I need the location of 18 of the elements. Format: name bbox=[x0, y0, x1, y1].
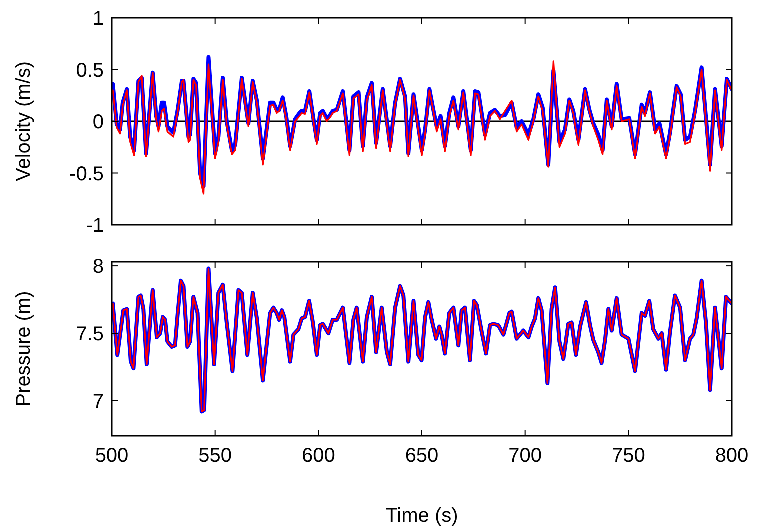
x-tick-label: 700 bbox=[508, 445, 542, 467]
x-tick-label: 650 bbox=[405, 445, 439, 467]
y-axis-title: Velocity (m/s) bbox=[13, 61, 35, 182]
y-tick-label: 7 bbox=[92, 390, 104, 413]
x-tick-label: 600 bbox=[302, 445, 336, 467]
y-tick-label: 1 bbox=[92, 8, 104, 30]
y-tick-label: -1 bbox=[86, 215, 104, 237]
x-tick-label: 800 bbox=[715, 445, 749, 467]
x-tick-label: 750 bbox=[612, 445, 646, 467]
y-tick-label: 8 bbox=[92, 256, 104, 278]
x-tick-label: 550 bbox=[198, 445, 232, 467]
x-axis-title: Time (s) bbox=[386, 505, 458, 527]
y-tick-label: 0.5 bbox=[76, 60, 104, 82]
x-tick-label: 500 bbox=[95, 445, 129, 467]
y-tick-label: -0.5 bbox=[70, 163, 104, 186]
y-tick-label: 0 bbox=[92, 112, 104, 134]
y-tick-label: 7.5 bbox=[76, 323, 104, 346]
y-axis-title: Pressure (m) bbox=[13, 291, 35, 407]
